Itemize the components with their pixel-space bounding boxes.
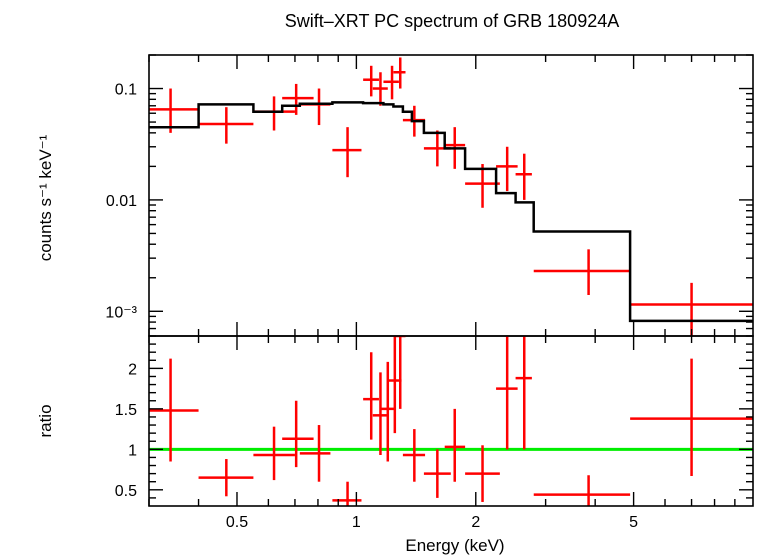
x-tick-label: 0.5 xyxy=(226,514,248,531)
ratio-panel: 0.5 1 2 5 0.5 1 1.5 2 xyxy=(115,335,754,531)
y-tick-label: 2 xyxy=(128,361,137,378)
data-point xyxy=(465,445,500,502)
data-point xyxy=(372,72,388,106)
data-point xyxy=(149,88,199,133)
spectrum-panel: 0.1 0.01 10⁻³ xyxy=(105,54,754,337)
y-tick-label: 0.1 xyxy=(115,82,137,99)
data-point xyxy=(332,127,362,178)
plot-area xyxy=(149,336,753,506)
data-point xyxy=(630,282,753,336)
axes-frame xyxy=(148,335,754,507)
data-point xyxy=(198,459,254,497)
data-point xyxy=(423,449,451,498)
data-point xyxy=(299,425,331,482)
data-point xyxy=(253,426,295,481)
data-point xyxy=(149,358,199,462)
y-ticks xyxy=(149,343,753,499)
data-point xyxy=(363,352,379,440)
y-ticks xyxy=(149,54,753,337)
data-point xyxy=(394,336,406,409)
data-point xyxy=(444,408,466,482)
y-tick-label: 0.01 xyxy=(106,193,137,210)
data-point xyxy=(515,336,532,450)
y-tick-label: 1.5 xyxy=(115,402,137,419)
y-tick-label: 0.5 xyxy=(115,483,137,500)
x-ticks xyxy=(148,336,736,506)
axes-frame xyxy=(148,54,754,337)
data-point xyxy=(465,164,500,208)
data-point xyxy=(515,153,532,200)
data-point xyxy=(363,65,379,97)
bottom-y-axis-label: ratio xyxy=(36,404,55,437)
model-step-line xyxy=(149,101,753,323)
x-tick-label: 5 xyxy=(629,514,638,531)
data-point xyxy=(402,429,426,482)
x-ticks xyxy=(148,55,736,336)
chart-title: Swift–XRT PC spectrum of GRB 180924A xyxy=(285,11,620,31)
y-tick-label: 1 xyxy=(128,442,137,459)
x-axis-label: Energy (keV) xyxy=(405,536,504,555)
plot-area xyxy=(149,57,753,336)
y-tick-label: 10⁻³ xyxy=(105,304,137,321)
data-point xyxy=(496,146,518,192)
data-point xyxy=(533,249,631,296)
data-point xyxy=(393,57,406,89)
data-point xyxy=(372,372,388,455)
data-point xyxy=(380,361,395,462)
data-point xyxy=(198,107,254,144)
data-point xyxy=(630,358,753,477)
data-point xyxy=(253,96,295,131)
data-point xyxy=(533,475,631,506)
data-point xyxy=(383,65,399,100)
x-tick-label: 2 xyxy=(471,514,480,531)
data-point xyxy=(299,88,331,126)
x-tick-label: 1 xyxy=(352,514,361,531)
data-point xyxy=(332,481,362,506)
data-point xyxy=(282,400,314,468)
top-y-axis-label: counts s⁻¹ keV⁻¹ xyxy=(36,134,55,261)
data-point xyxy=(282,83,314,115)
data-point xyxy=(496,336,518,450)
